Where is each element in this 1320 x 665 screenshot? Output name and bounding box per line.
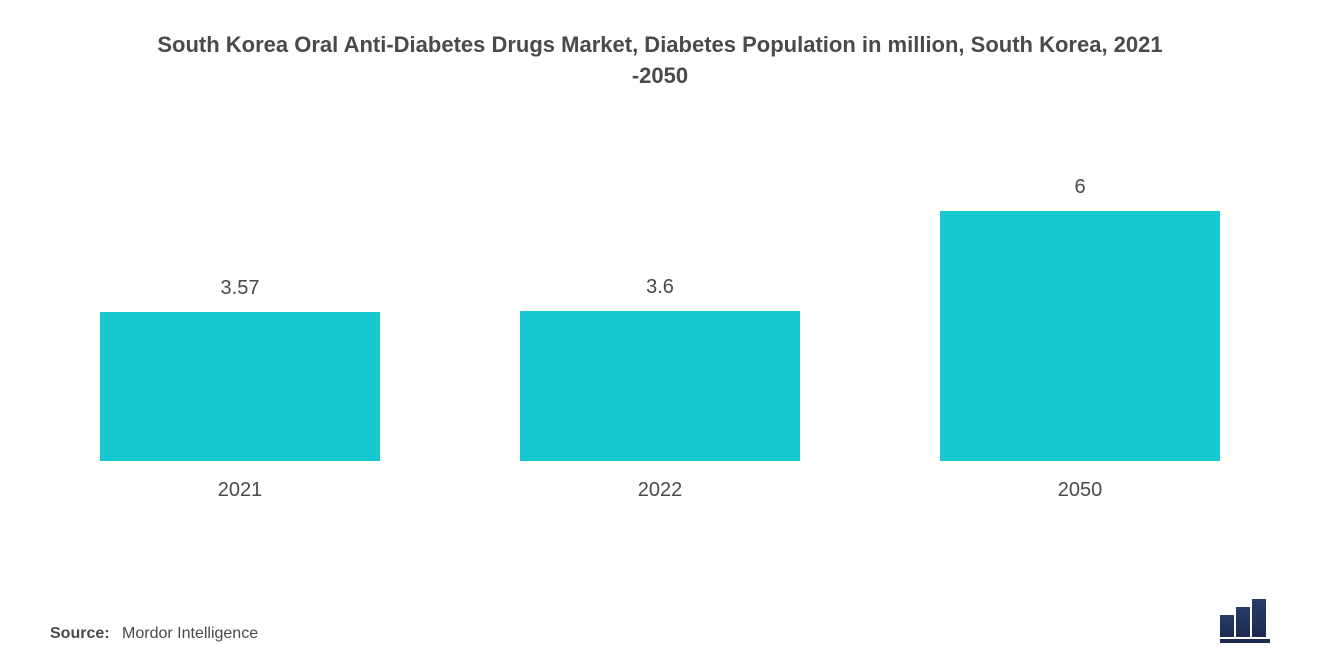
chart-area: 3.57 2021 3.6 2022 6 2050	[50, 122, 1270, 552]
source-label: Source:	[50, 625, 110, 642]
footer: Source: Mordor Intelligence	[50, 599, 1270, 643]
bar-2	[940, 211, 1220, 461]
bar-group-2: 6 2050	[930, 176, 1230, 502]
bar-1	[520, 311, 800, 461]
bar-group-1: 3.6 2022	[510, 276, 810, 502]
category-label-0: 2021	[218, 479, 263, 502]
source-text: Mordor Intelligence	[122, 625, 258, 642]
category-label-1: 2022	[638, 479, 683, 502]
logo-bar-3	[1252, 599, 1266, 637]
bar-0	[100, 312, 380, 461]
value-label-0: 3.57	[221, 277, 260, 300]
category-label-2: 2050	[1058, 479, 1103, 502]
logo-bar-2	[1236, 607, 1250, 637]
chart-container: South Korea Oral Anti-Diabetes Drugs Mar…	[0, 0, 1320, 665]
bar-group-0: 3.57 2021	[90, 277, 390, 502]
logo-bar-1	[1220, 615, 1234, 637]
bars-row: 3.57 2021 3.6 2022 6 2050	[50, 122, 1270, 502]
logo-bars-icon	[1220, 599, 1266, 637]
value-label-1: 3.6	[646, 276, 674, 299]
mordor-logo	[1220, 599, 1270, 643]
chart-title: South Korea Oral Anti-Diabetes Drugs Mar…	[50, 30, 1270, 92]
value-label-2: 6	[1074, 176, 1085, 199]
logo-underline	[1220, 639, 1270, 643]
source-line: Source: Mordor Intelligence	[50, 625, 258, 643]
